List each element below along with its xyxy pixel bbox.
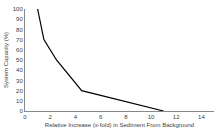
svg-text:30: 30 xyxy=(16,78,23,84)
svg-text:6: 6 xyxy=(99,114,103,120)
svg-text:40: 40 xyxy=(16,67,23,73)
svg-text:50: 50 xyxy=(16,57,23,63)
svg-text:90: 90 xyxy=(16,16,23,22)
svg-text:0: 0 xyxy=(19,108,23,114)
svg-text:60: 60 xyxy=(16,47,23,53)
svg-text:System Capacity (%): System Capacity (%) xyxy=(3,32,9,88)
svg-text:12: 12 xyxy=(173,114,180,120)
svg-text:Relative Increase (x-fold) in: Relative Increase (x-fold) in Sediment F… xyxy=(45,122,194,128)
svg-text:20: 20 xyxy=(16,88,23,94)
svg-text:10: 10 xyxy=(148,114,155,120)
svg-text:2: 2 xyxy=(49,114,53,120)
svg-text:8: 8 xyxy=(124,114,128,120)
svg-text:0: 0 xyxy=(23,114,27,120)
svg-text:70: 70 xyxy=(16,37,23,43)
svg-text:100: 100 xyxy=(13,6,24,12)
svg-text:80: 80 xyxy=(16,27,23,33)
svg-text:14: 14 xyxy=(198,114,205,120)
svg-text:4: 4 xyxy=(74,114,78,120)
svg-text:10: 10 xyxy=(16,98,23,104)
